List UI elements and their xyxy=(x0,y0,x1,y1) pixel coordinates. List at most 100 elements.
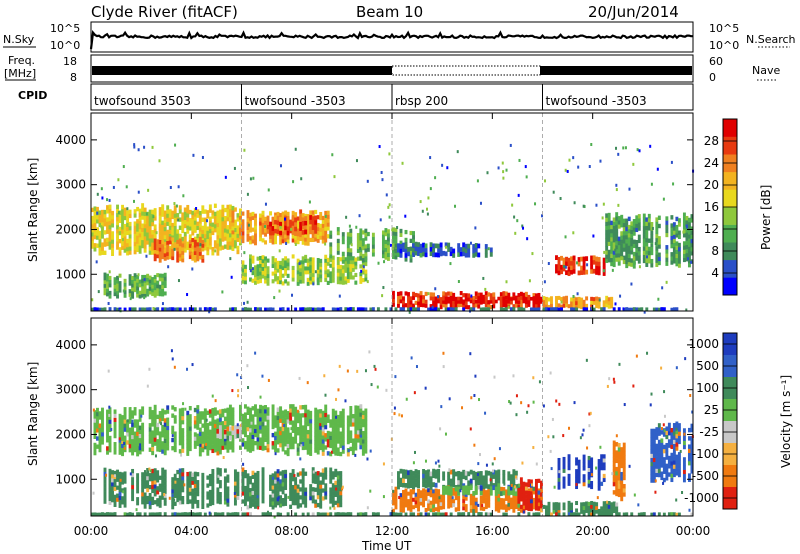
velocity-cell xyxy=(281,422,285,428)
power-cell xyxy=(635,219,639,224)
power-cell xyxy=(580,265,584,271)
power-cell xyxy=(404,244,408,249)
velocity-cell xyxy=(512,478,516,483)
velocity-cell xyxy=(276,431,280,437)
velocity-cell xyxy=(211,476,215,482)
power-cell xyxy=(306,221,310,227)
power-cell xyxy=(459,251,463,257)
power-cell xyxy=(615,212,619,217)
power-cell xyxy=(309,210,313,215)
velocity-cell xyxy=(108,484,112,490)
velocity-cell xyxy=(339,419,343,424)
velocity-cell xyxy=(151,450,155,456)
velocity-cell xyxy=(427,482,431,488)
velocity-cell xyxy=(218,450,222,455)
power-cell xyxy=(136,227,140,232)
power-cell xyxy=(107,301,110,305)
velocity-cell xyxy=(136,473,140,478)
velocity-cell xyxy=(241,425,245,431)
power-cell xyxy=(161,251,165,256)
velocity-cell xyxy=(221,429,225,434)
velocity-cell xyxy=(138,425,142,430)
power-cell xyxy=(392,231,395,236)
velocity-cell xyxy=(153,404,157,410)
power-cell xyxy=(316,265,320,270)
power-cell xyxy=(304,213,308,219)
power-cell xyxy=(301,240,305,245)
velocity-cell xyxy=(161,412,165,418)
velocity-cell xyxy=(314,479,318,484)
velocity-cell xyxy=(316,437,320,443)
velocity-cell xyxy=(118,479,122,485)
power-cell xyxy=(424,252,428,258)
velocity-cell xyxy=(444,489,448,495)
power-cell xyxy=(173,217,177,222)
velocity-cell xyxy=(665,451,669,456)
velocity-cell xyxy=(284,497,288,502)
velocity-cell xyxy=(690,460,694,466)
power-cell xyxy=(261,274,265,279)
power-cell xyxy=(665,216,669,221)
power-cell xyxy=(221,212,225,218)
power-cell xyxy=(570,265,573,271)
power-cell xyxy=(106,288,109,293)
power-cell xyxy=(196,242,200,247)
power-cell xyxy=(146,228,150,233)
power-cell xyxy=(638,149,641,153)
power-cell xyxy=(123,215,127,221)
velocity-cell xyxy=(467,485,471,491)
velocity-cell xyxy=(206,426,210,432)
velocity-cell xyxy=(339,471,343,476)
power-cell xyxy=(401,161,404,165)
velocity-cell xyxy=(555,509,558,514)
power-cell xyxy=(326,222,330,227)
velocity-cell xyxy=(173,407,177,412)
power-cell xyxy=(311,268,315,274)
power-cell xyxy=(111,247,114,252)
power-cell xyxy=(199,243,202,247)
velocity-cell xyxy=(655,451,659,457)
velocity-cell xyxy=(610,502,614,507)
power-cell xyxy=(336,307,340,312)
power-cell xyxy=(687,262,691,268)
frequency-strip: Freq. [MHz] 18 8 60 0 Nave xyxy=(4,54,780,84)
velocity-cell xyxy=(329,419,333,424)
power-cell xyxy=(386,241,390,246)
velocity-cell xyxy=(241,467,245,472)
power-cell xyxy=(590,268,594,274)
velocity-cell xyxy=(587,479,591,484)
velocity-cell xyxy=(118,434,122,439)
power-cell xyxy=(672,307,676,312)
power-cell xyxy=(464,243,468,249)
power-cell xyxy=(133,284,137,289)
power-cell xyxy=(167,265,170,269)
power-cell xyxy=(251,211,255,217)
power-cell xyxy=(183,248,187,253)
velocity-cell xyxy=(208,413,212,418)
power-cell xyxy=(380,170,383,174)
power-cell xyxy=(615,216,619,221)
velocity-cell xyxy=(196,437,200,443)
power-cell xyxy=(585,296,589,301)
velocity-cell xyxy=(309,484,313,489)
power-cell xyxy=(341,251,345,256)
velocity-cell xyxy=(221,441,225,446)
velocity-cell xyxy=(249,448,252,453)
power-cell xyxy=(101,196,104,200)
power-cell xyxy=(683,226,686,230)
power-cell xyxy=(143,307,147,312)
power-cell xyxy=(206,230,210,235)
power-cell xyxy=(143,296,146,300)
velocity-cell xyxy=(188,418,192,423)
power-cell xyxy=(517,307,521,312)
velocity-cell xyxy=(254,480,257,485)
velocity-cell xyxy=(176,489,180,495)
velocity-cell xyxy=(657,427,661,432)
velocity-cell xyxy=(156,502,160,507)
velocity-cell xyxy=(615,475,619,480)
power-cell xyxy=(632,264,636,269)
velocity-cell xyxy=(351,442,355,447)
power-cell xyxy=(429,304,433,309)
power-cell xyxy=(399,244,403,249)
velocity-cell xyxy=(161,441,165,446)
